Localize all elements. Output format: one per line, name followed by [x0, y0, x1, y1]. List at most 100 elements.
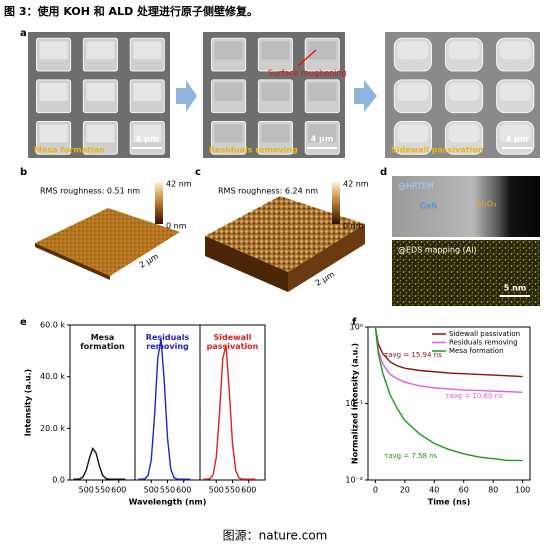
y-tick-label: 10⁻²	[345, 476, 363, 485]
mesa-top	[448, 82, 480, 101]
y-tick-label: 10⁻¹	[345, 399, 363, 408]
mesa-top	[308, 41, 337, 60]
tem-label: @HRTEM	[398, 182, 434, 191]
mesa-top	[448, 41, 480, 60]
x-tick-label: 60	[459, 486, 469, 495]
mesa-top	[133, 82, 162, 101]
x-tick-label: 20	[400, 486, 410, 495]
mesa-top	[39, 41, 68, 60]
eds-label: @EDS mapping (Al)	[398, 246, 477, 255]
mesa-top	[261, 41, 290, 60]
scale-label: 4 μm	[506, 135, 529, 144]
afm-surface	[205, 196, 365, 272]
y-tick-label: 20.0 k	[40, 424, 65, 433]
mesa-top	[261, 124, 290, 143]
tem-image	[392, 176, 540, 237]
series-line	[374, 326, 523, 378]
colorbar-label: 42 nm	[166, 180, 192, 189]
mesa-top	[214, 124, 243, 143]
image-label: Sidewall passivation	[391, 146, 484, 155]
x-axis-label: Time (ns)	[428, 498, 471, 507]
mesa-top	[86, 82, 115, 101]
arrow	[176, 80, 197, 112]
annotation: τavg = 10.60 ns	[445, 392, 503, 400]
x-tick-label: 500	[144, 486, 159, 495]
series-line	[138, 338, 191, 480]
legend-label: Mesa formation	[449, 347, 504, 355]
y-axis-label: Intensity (a.u.)	[24, 369, 33, 436]
afm-side	[35, 243, 110, 280]
figure-title: 图 3：使用 KOH 和 ALD 处理进行原子侧壁修复。	[4, 4, 258, 18]
afm-surface	[35, 208, 180, 276]
mesa-top	[448, 124, 480, 143]
annotation: Surface roughening	[268, 69, 347, 78]
mesa-top	[86, 41, 115, 60]
mesa-top	[214, 41, 243, 60]
x-tick-label: 550	[225, 486, 240, 495]
y-tick-label: 40.0 k	[40, 372, 65, 381]
scale-label: 5 nm	[504, 284, 526, 293]
mesa-top	[214, 82, 243, 101]
y-tick-label: 10⁰	[350, 323, 363, 332]
annotation-arrow	[297, 49, 317, 67]
afm-side	[205, 236, 288, 292]
footer: 图源：nature.com	[223, 529, 328, 543]
x-tick-label: 0	[373, 486, 378, 495]
scale-label: 4 μm	[136, 135, 159, 144]
material-label: Al₂O₃	[476, 200, 496, 209]
colorbar	[332, 182, 340, 224]
y-tick-label: 60.0 k	[40, 321, 65, 330]
annotation: τavg = 15.94 ns	[384, 351, 442, 359]
colorbar-label: 0 nm	[166, 222, 187, 231]
x-tick-label: 500	[79, 486, 94, 495]
mesa-top	[39, 124, 68, 143]
scale-label: 4 μm	[311, 135, 334, 144]
mesa-top	[499, 124, 531, 143]
x-tick-label: 600	[176, 486, 191, 495]
x-tick-label: 550	[95, 486, 110, 495]
mesa-top	[86, 124, 115, 143]
x-tick-label: 500	[209, 486, 224, 495]
mesa-top	[308, 124, 337, 143]
mesa-top	[499, 82, 531, 101]
panel-label: b	[20, 167, 27, 178]
series-line	[73, 446, 126, 480]
annotation: τavg = 7.58 ns	[384, 452, 438, 460]
mesa-top	[39, 82, 68, 101]
x-axis-label: Wavelength (nm)	[129, 498, 207, 507]
legend-label: Sidewall passivation	[449, 330, 520, 338]
colorbar-label: 42 nm	[343, 180, 369, 189]
x-tick-label: 40	[429, 486, 439, 495]
mesa-top	[308, 82, 337, 101]
panel-label: d	[380, 167, 387, 178]
mesa-top	[397, 124, 429, 143]
x-tick-label: 80	[488, 486, 498, 495]
rms-label: RMS roughness: 6.24 nm	[218, 187, 318, 196]
arrow	[354, 80, 377, 112]
image-label: Mesa formation	[34, 146, 105, 155]
colorbar	[155, 182, 163, 224]
x-tick-label: 600	[241, 486, 256, 495]
x-tick-label: 600	[111, 486, 126, 495]
series-line	[203, 345, 256, 480]
mesa-top	[261, 82, 290, 101]
x-tick-label: 550	[160, 486, 175, 495]
mesa-top	[133, 41, 162, 60]
image-label: Residuals removing	[209, 146, 298, 155]
series-label: Residuals removing	[146, 333, 190, 351]
series-label: Mesa formation	[80, 333, 125, 351]
panel-label: f	[352, 317, 357, 328]
series-label: Sidewall passivation	[207, 333, 259, 351]
legend-label: Residuals removing	[449, 339, 518, 347]
afm-side	[288, 224, 365, 292]
panel-label: e	[20, 317, 27, 328]
series-line	[374, 326, 523, 462]
mesa-top	[397, 41, 429, 60]
rms-label: RMS roughness: 0.51 nm	[40, 187, 140, 196]
y-axis-label: Normalized intensity (a.u.)	[351, 343, 360, 464]
material-label: GaN	[420, 202, 437, 211]
mesa-top	[133, 124, 162, 143]
panel-label: c	[195, 167, 201, 178]
series-line	[374, 326, 523, 394]
